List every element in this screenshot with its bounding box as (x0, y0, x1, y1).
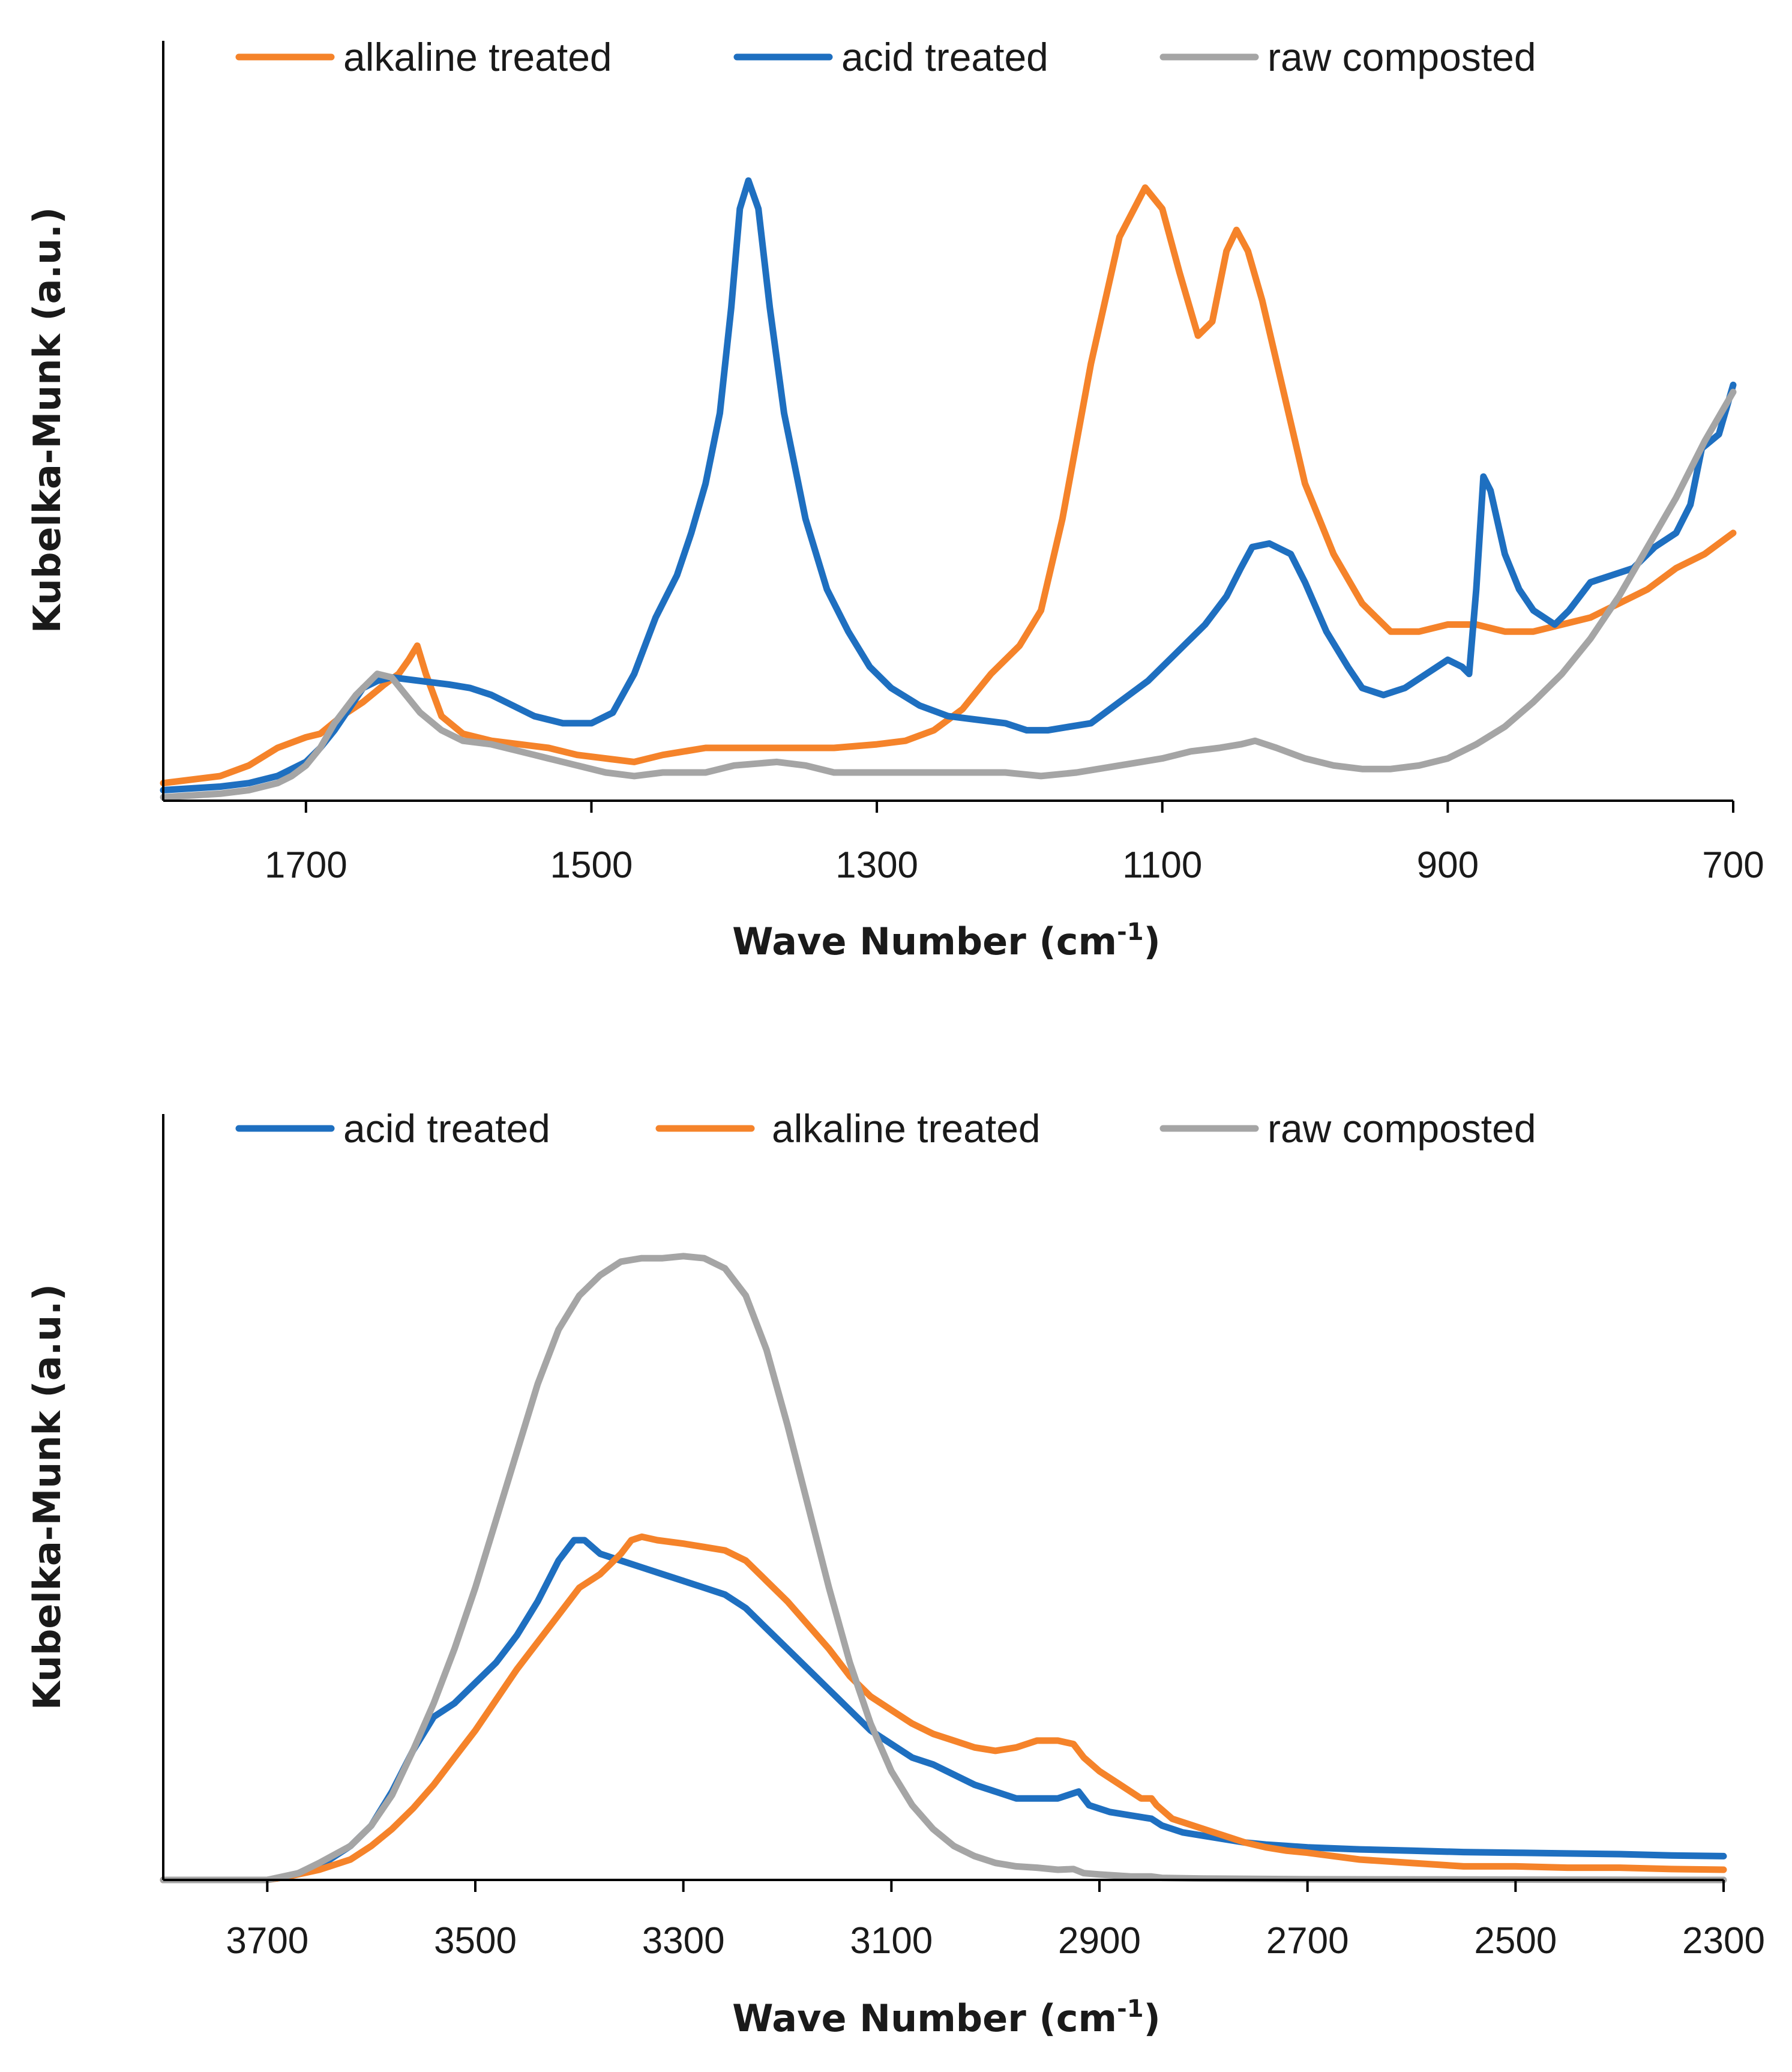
series-line-raw-composted (160, 1253, 1727, 1884)
x-axis-title-bottom-sup: -1 (1117, 1995, 1143, 2023)
x-tick-label: 1700 (265, 845, 347, 886)
series-line-alkaline-treated (160, 184, 1737, 787)
x-tick-label: 2300 (1682, 1920, 1765, 1962)
x-tick-label: 2700 (1266, 1920, 1349, 1962)
chart-bottom: acid treated alkaline treated raw compos… (25, 1106, 1765, 2040)
x-tick-label: 2500 (1474, 1920, 1557, 1962)
x-tick-label: 3700 (226, 1920, 308, 1962)
x-axis-title-bottom: Wave Number (cm-1) (732, 1995, 1161, 2040)
legend-entry-acid: acid treated (733, 35, 1048, 79)
y-axis-title-bottom: Kubelka-Munk (a.u.) (25, 1284, 69, 1710)
series-group-top (160, 177, 1737, 801)
x-axis-title-top: Wave Number (cm-1) (732, 918, 1161, 963)
x-tick-label: 700 (1702, 845, 1764, 886)
series-group-bottom (160, 1253, 1727, 1884)
x-axis-title-top-sup: -1 (1117, 918, 1143, 946)
legend-top: alkaline treated acid treated raw compos… (235, 35, 1536, 79)
x-tick-label: 1500 (550, 845, 633, 886)
legend-bottom: acid treated alkaline treated raw compos… (235, 1106, 1536, 1151)
x-axis-title-top-end: ) (1144, 920, 1161, 963)
x-ticks-bottom: 3700 3500 3300 3100 2900 2700 2500 2300 (226, 1880, 1765, 1962)
legend-label-raw: raw composted (1267, 35, 1536, 79)
x-tick-label: 1300 (835, 845, 918, 886)
series-line-acid-treated (160, 1537, 1727, 1884)
legend-entry-raw-b: raw composted (1159, 1106, 1536, 1151)
series-line-acid-treated (160, 177, 1737, 794)
series-line-raw-composted (160, 388, 1737, 801)
x-tick-label: 2900 (1058, 1920, 1141, 1962)
legend-entry-alkaline-b: alkaline treated (655, 1106, 1041, 1151)
x-tick-label: 3500 (434, 1920, 517, 1962)
x-axis-title-bottom-main: Wave Number (cm (732, 1996, 1117, 2040)
legend-label-raw-b: raw composted (1267, 1106, 1536, 1151)
x-axis-title-top-main: Wave Number (cm (732, 920, 1117, 963)
y-axis-title-top: Kubelka-Munk (a.u.) (25, 207, 69, 633)
legend-label-alkaline-b: alkaline treated (772, 1106, 1041, 1151)
x-tick-label: 1100 (1122, 845, 1202, 886)
x-tick-label: 3100 (850, 1920, 933, 1962)
x-tick-label: 3300 (642, 1920, 725, 1962)
legend-entry-acid-b: acid treated (235, 1106, 550, 1151)
legend-entry-alkaline: alkaline treated (235, 35, 612, 79)
x-axis-title-bottom-end: ) (1144, 1996, 1161, 2040)
x-ticks-top: 1700 1500 1300 1100 900 700 (265, 801, 1764, 886)
legend-label-alkaline: alkaline treated (343, 35, 612, 79)
legend-entry-raw: raw composted (1159, 35, 1536, 79)
x-tick-label: 900 (1417, 845, 1479, 886)
series-line-alkaline-treated (160, 1533, 1727, 1884)
chart-top: alkaline treated acid treated raw compos… (25, 35, 1764, 963)
legend-label-acid-b: acid treated (343, 1106, 550, 1151)
legend-label-acid: acid treated (841, 35, 1048, 79)
